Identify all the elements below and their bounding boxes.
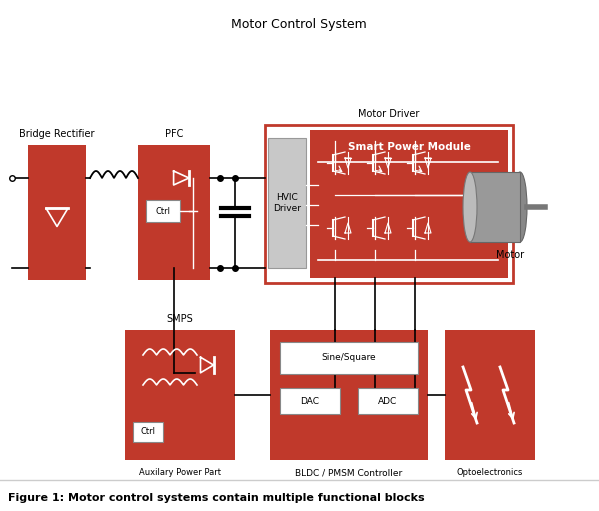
Text: PFC: PFC [165, 129, 183, 139]
Text: SMPS: SMPS [167, 314, 193, 324]
Bar [445, 330, 535, 460]
Text: Ctrl: Ctrl [141, 428, 156, 436]
Text: HVIC
Driver: HVIC Driver [273, 193, 301, 213]
Text: Ctrl: Ctrl [156, 206, 171, 216]
Text: Smart Power Module: Smart Power Module [347, 142, 470, 152]
Bar [358, 388, 418, 414]
Bar [28, 145, 86, 280]
Text: Motor Driver: Motor Driver [358, 109, 420, 119]
Text: ADC: ADC [379, 397, 398, 406]
Text: Sine/Square: Sine/Square [322, 354, 376, 362]
Bar [280, 342, 418, 374]
Bar [146, 200, 180, 222]
Text: Figure 1: Motor control systems contain multiple functional blocks: Figure 1: Motor control systems contain … [8, 493, 425, 503]
Text: Optoelectronics: Optoelectronics [457, 468, 523, 477]
Text: Auxilary Power Part: Auxilary Power Part [139, 468, 221, 477]
Text: BLDC / PMSM Controller: BLDC / PMSM Controller [295, 468, 403, 477]
Text: DAC: DAC [301, 397, 319, 406]
Bar [138, 145, 210, 280]
Ellipse shape [513, 172, 527, 242]
Text: Bridge Rectifier: Bridge Rectifier [19, 129, 95, 139]
Text: Motor: Motor [496, 250, 524, 260]
Bar [125, 330, 235, 460]
Ellipse shape [463, 172, 477, 242]
Bar [280, 388, 340, 414]
Bar [268, 138, 306, 268]
Bar [265, 125, 513, 283]
Bar [310, 130, 508, 278]
Bar [270, 330, 428, 460]
Bar [133, 422, 163, 442]
Text: Motor Control System: Motor Control System [231, 18, 367, 31]
Bar [470, 172, 520, 242]
